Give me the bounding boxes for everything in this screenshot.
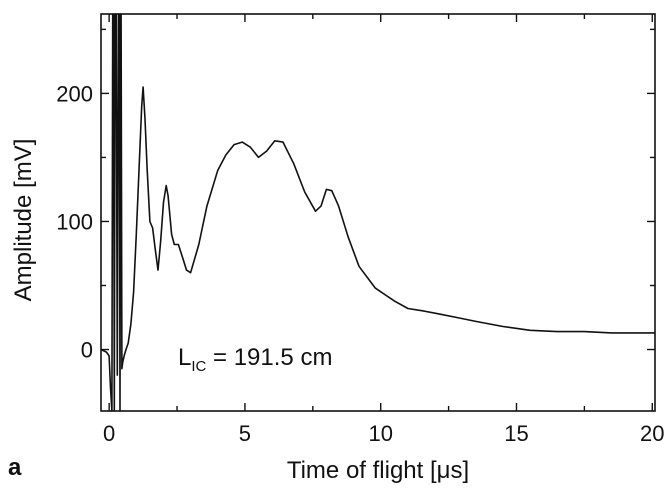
x-tick-label: 20 [640, 421, 664, 446]
y-axis-title: Amplitude [mV] [10, 139, 37, 302]
x-axis-title: Time of flight [μs] [287, 457, 469, 484]
x-tick-label: 10 [368, 421, 392, 446]
plot-frame [100, 13, 656, 412]
annotation-subscript: IC [191, 358, 206, 375]
annotation-lic: LIC = 191.5 cm [178, 344, 332, 375]
ticks [101, 14, 655, 411]
y-tick-label: 0 [81, 338, 93, 363]
series-line-amplitude [100, 13, 655, 412]
panel-label: a [8, 454, 22, 481]
y-tick-label: 100 [56, 209, 93, 234]
x-tick-label: 5 [239, 421, 251, 446]
x-tick-label: 0 [103, 421, 115, 446]
annotation-main: L [178, 344, 191, 371]
x-tick-label: 15 [504, 421, 528, 446]
annotation-value: = 191.5 cm [206, 344, 332, 371]
y-tick-label: 200 [56, 81, 93, 106]
